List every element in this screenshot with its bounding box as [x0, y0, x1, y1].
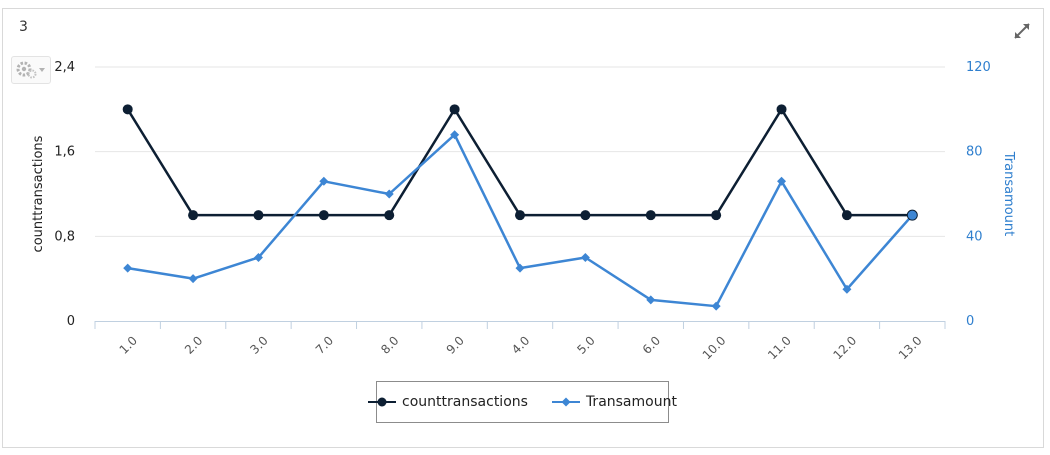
x-tick-label: 11.0	[765, 333, 794, 362]
data-point-transamount	[842, 284, 852, 294]
x-tick-label: 12.0	[830, 333, 859, 362]
chart-panel: 3	[2, 8, 1044, 448]
data-point-transamount	[580, 253, 590, 262]
data-point-transamount	[188, 274, 198, 284]
series-line-transamount	[127, 133, 914, 308]
y-left-tick-label: 0	[67, 314, 75, 329]
chart-settings-button[interactable]	[11, 56, 51, 84]
data-point-transamount	[123, 263, 133, 273]
data-point-counttransactions	[122, 104, 133, 115]
data-point-counttransactions	[449, 104, 460, 115]
data-point-counttransactions	[711, 210, 722, 221]
y-left-tick-label: 0,8	[54, 229, 75, 244]
x-tick-label: 4.0	[509, 333, 532, 356]
data-point-counttransactions	[253, 210, 264, 221]
data-point-transamount	[253, 253, 263, 262]
x-tick-label: 5.0	[574, 333, 597, 356]
x-tick-label: 6.0	[640, 333, 663, 356]
x-tick-label: 13.0	[896, 333, 925, 362]
chart-legend: counttransactions Transamount	[368, 381, 677, 423]
data-point-counttransactions	[515, 210, 525, 221]
y-right-tick-label: 80	[966, 145, 983, 160]
data-point-transamount	[906, 209, 918, 221]
y-right-tick-label: 0	[966, 314, 974, 329]
data-point-counttransactions	[580, 210, 591, 221]
data-point-transamount	[711, 301, 721, 311]
x-tick-label: 8.0	[378, 333, 401, 356]
x-tick-label: 7.0	[313, 333, 336, 356]
y-left-tick-label: 1,6	[54, 145, 75, 160]
y-left-tick-label: 2,4	[54, 60, 75, 75]
caret-down-icon	[39, 68, 45, 72]
x-tick-label: 9.0	[444, 333, 467, 356]
expand-arrows-icon[interactable]	[1013, 22, 1031, 40]
legend-item-counttransactions[interactable]: counttransactions	[368, 394, 528, 410]
x-tick-label: 2.0	[182, 333, 205, 356]
gear-icon	[16, 61, 45, 79]
data-point-transamount	[384, 189, 394, 199]
data-point-transamount	[777, 176, 787, 186]
y-right-tick-label: 40	[966, 229, 983, 244]
data-point-counttransactions	[645, 210, 656, 221]
y-left-axis-title: counttransactions	[31, 135, 46, 252]
data-point-transamount	[450, 130, 460, 140]
x-tick-label: 3.0	[247, 333, 270, 356]
legend-marker-circle	[368, 397, 397, 407]
x-tick-label: 10.0	[700, 333, 729, 362]
data-point-transamount	[515, 263, 525, 273]
series-line-counttransactions	[126, 108, 913, 217]
y-right-axis-title: Transamount	[1001, 151, 1016, 237]
panel-title: 3	[19, 19, 28, 35]
data-point-counttransactions	[188, 210, 199, 221]
data-point-counttransactions	[776, 104, 787, 115]
legend-label: Transamount	[585, 394, 677, 410]
legend-label: counttransactions	[402, 394, 528, 410]
y-right-tick-label: 120	[966, 60, 991, 75]
legend-marker-diamond	[551, 397, 580, 407]
x-tick-label: 1.0	[117, 333, 140, 356]
data-point-counttransactions	[841, 210, 852, 221]
data-point-transamount	[646, 295, 656, 305]
legend-item-transamount[interactable]: Transamount	[551, 394, 677, 410]
data-point-counttransactions	[318, 210, 329, 221]
data-point-counttransactions	[384, 210, 395, 221]
data-point-transamount	[319, 176, 329, 186]
